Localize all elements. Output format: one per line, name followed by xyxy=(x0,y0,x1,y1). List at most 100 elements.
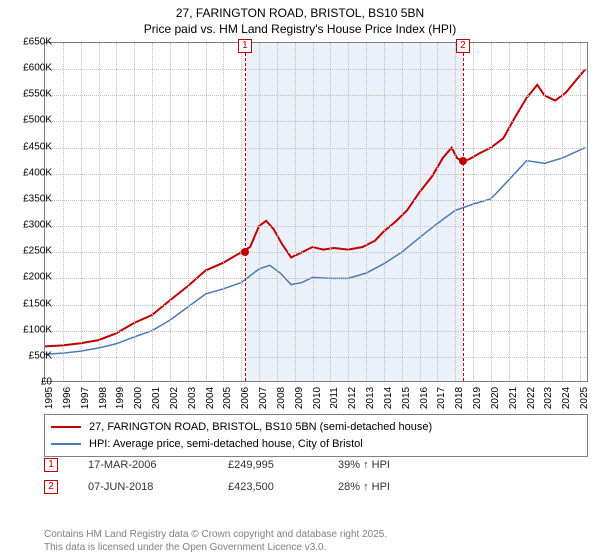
events-table: 1 17-MAR-2006£249,99539% ↑ HPI 2 07-JUN-201… xyxy=(44,458,588,502)
event-row: 1 17-MAR-2006£249,99539% ↑ HPI xyxy=(44,458,588,472)
grid-line-v xyxy=(277,43,278,381)
grid-line-v xyxy=(170,43,171,381)
y-axis-label: £600K xyxy=(23,63,52,74)
grid-line-v xyxy=(384,43,385,381)
grid-line-v xyxy=(473,43,474,381)
grid-line-v xyxy=(580,43,581,381)
grid-line-h xyxy=(45,200,587,201)
grid-line-v xyxy=(402,43,403,381)
y-axis-label: £650K xyxy=(23,37,52,48)
event-pct: 39% ↑ HPI xyxy=(338,459,458,471)
grid-line-v xyxy=(241,43,242,381)
grid-line-v xyxy=(366,43,367,381)
x-axis-label: 2023 xyxy=(543,387,554,409)
marker-dot xyxy=(459,157,467,165)
grid-line-v xyxy=(63,43,64,381)
y-axis-label: £250K xyxy=(23,246,52,257)
legend: 27, FARINGTON ROAD, BRISTOL, BS10 5BN (s… xyxy=(44,414,588,457)
x-axis-label: 2021 xyxy=(508,387,519,409)
x-axis-label: 2008 xyxy=(276,387,287,409)
footer-attribution: Contains HM Land Registry data © Crown c… xyxy=(44,528,387,554)
x-axis-label: 2015 xyxy=(401,387,412,409)
x-axis-label: 1999 xyxy=(115,387,126,409)
grid-line-v xyxy=(99,43,100,381)
legend-item: HPI: Average price, semi-detached house,… xyxy=(51,436,581,453)
grid-line-v xyxy=(509,43,510,381)
grid-line-h xyxy=(45,121,587,122)
legend-swatch xyxy=(51,443,81,445)
legend-label: 27, FARINGTON ROAD, BRISTOL, BS10 5BN (s… xyxy=(89,419,432,436)
x-axis-label: 2009 xyxy=(294,387,305,409)
grid-line-h xyxy=(45,148,587,149)
x-axis-label: 2012 xyxy=(347,387,358,409)
grid-line-h xyxy=(45,174,587,175)
x-axis-label: 2011 xyxy=(329,387,340,409)
line-series-svg xyxy=(45,43,589,383)
grid-line-v xyxy=(420,43,421,381)
y-axis-label: £450K xyxy=(23,141,52,152)
grid-line-h xyxy=(45,252,587,253)
x-axis-label: 1996 xyxy=(62,387,73,409)
event-marker: 2 xyxy=(44,480,58,494)
marker-line xyxy=(463,43,464,381)
x-axis-label: 2016 xyxy=(419,387,430,409)
x-axis-label: 2005 xyxy=(222,387,233,409)
footer-line-2: This data is licensed under the Open Gov… xyxy=(44,541,387,554)
x-axis-label: 2013 xyxy=(365,387,376,409)
legend-swatch xyxy=(51,426,81,428)
grid-line-v xyxy=(491,43,492,381)
x-axis-label: 2020 xyxy=(490,387,501,409)
price-chart: 12 xyxy=(44,42,588,382)
x-axis-label: 2014 xyxy=(383,387,394,409)
event-date: 17-MAR-2006 xyxy=(88,459,228,471)
y-axis-label: £50K xyxy=(29,350,52,361)
x-axis-label: 2000 xyxy=(133,387,144,409)
grid-line-v xyxy=(313,43,314,381)
x-axis-label: 2018 xyxy=(454,387,465,409)
event-marker: 1 xyxy=(44,458,58,472)
grid-line-v xyxy=(562,43,563,381)
x-axis-label: 2002 xyxy=(169,387,180,409)
x-axis-label: 2007 xyxy=(258,387,269,409)
y-axis-label: £550K xyxy=(23,89,52,100)
x-axis-label: 2004 xyxy=(205,387,216,409)
marker-box: 2 xyxy=(456,39,470,53)
x-axis-label: 2006 xyxy=(240,387,251,409)
grid-line-v xyxy=(455,43,456,381)
title-line-2: Price paid vs. HM Land Registry's House … xyxy=(0,22,600,38)
event-row: 207-JUN-2018£423,50028% ↑ HPI xyxy=(44,480,588,494)
title-line-1: 27, FARINGTON ROAD, BRISTOL, BS10 5BN xyxy=(0,6,600,22)
legend-item: 27, FARINGTON ROAD, BRISTOL, BS10 5BN (s… xyxy=(51,419,581,436)
marker-line xyxy=(245,43,246,381)
grid-line-h xyxy=(45,331,587,332)
x-axis-label: 2024 xyxy=(561,387,572,409)
grid-line-h xyxy=(45,278,587,279)
grid-line-h xyxy=(45,226,587,227)
grid-line-v xyxy=(348,43,349,381)
title-block: 27, FARINGTON ROAD, BRISTOL, BS10 5BN Pr… xyxy=(0,0,600,37)
event-price: £423,500 xyxy=(228,481,338,493)
x-axis-label: 2019 xyxy=(472,387,483,409)
grid-line-v xyxy=(206,43,207,381)
grid-line-v xyxy=(152,43,153,381)
event-price: £249,995 xyxy=(228,459,338,471)
footer-line-1: Contains HM Land Registry data © Crown c… xyxy=(44,528,387,541)
y-axis-label: £200K xyxy=(23,272,52,283)
x-axis-label: 2003 xyxy=(187,387,198,409)
marker-box: 1 xyxy=(238,39,252,53)
x-axis-label: 1997 xyxy=(80,387,91,409)
x-axis-label: 2010 xyxy=(312,387,323,409)
grid-line-h xyxy=(45,357,587,358)
grid-line-v xyxy=(188,43,189,381)
grid-line-v xyxy=(437,43,438,381)
grid-line-v xyxy=(544,43,545,381)
grid-line-v xyxy=(223,43,224,381)
grid-line-v xyxy=(330,43,331,381)
grid-line-h xyxy=(45,95,587,96)
x-axis-label: 1995 xyxy=(44,387,55,409)
event-date: 07-JUN-2018 xyxy=(88,481,228,493)
legend-label: HPI: Average price, semi-detached house,… xyxy=(89,436,363,453)
y-axis-label: £150K xyxy=(23,298,52,309)
grid-line-h xyxy=(45,69,587,70)
x-axis-label: 1998 xyxy=(98,387,109,409)
